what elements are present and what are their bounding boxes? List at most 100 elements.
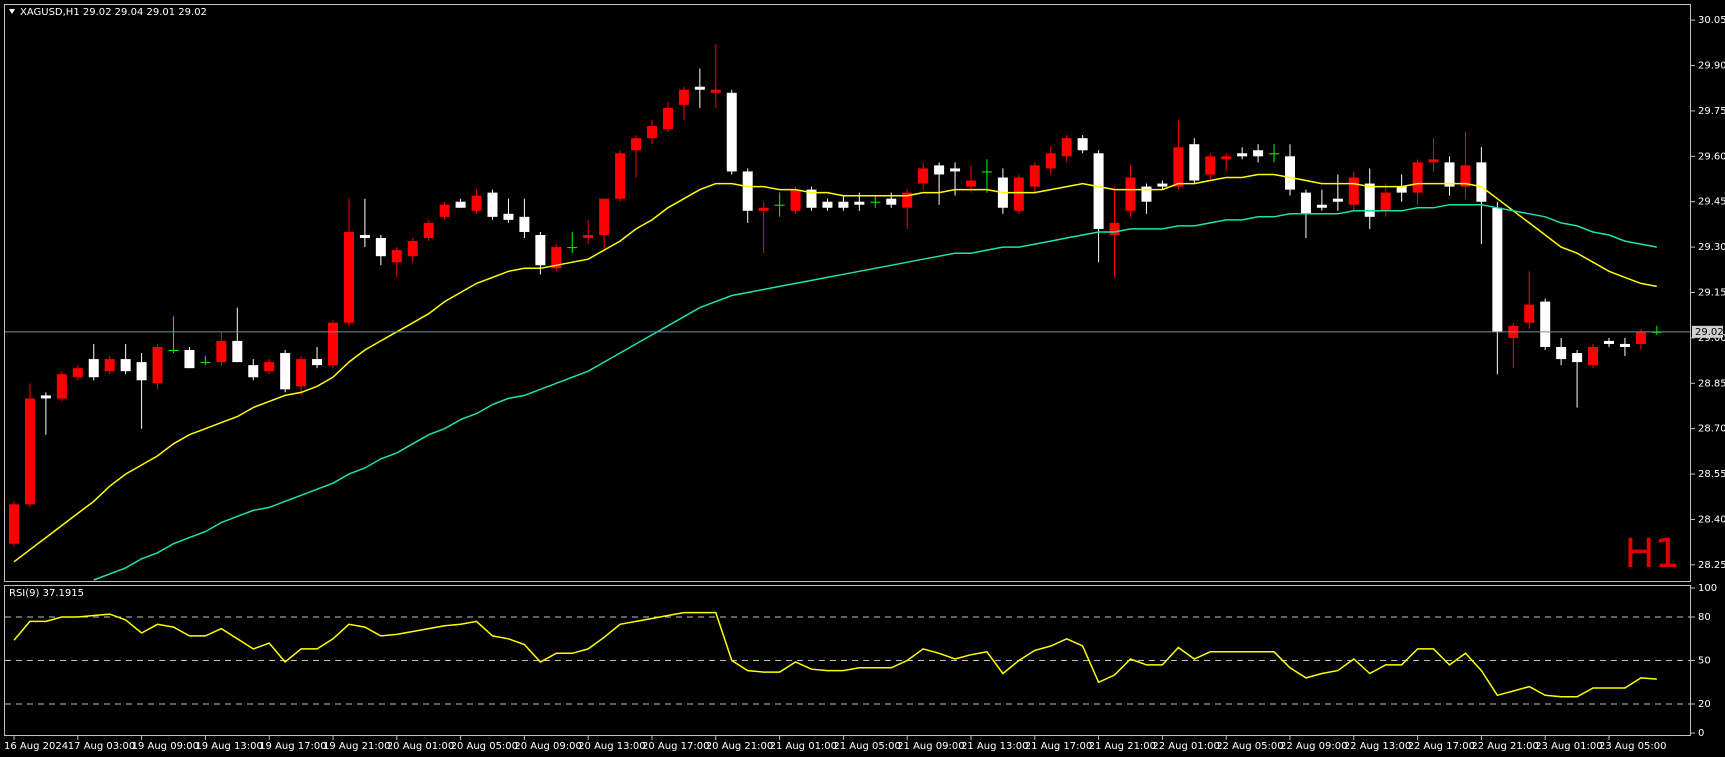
y-tick-label: 80 bbox=[1698, 612, 1711, 623]
candle-body bbox=[1189, 144, 1200, 181]
y-tick-label: 100 bbox=[1698, 583, 1717, 594]
y-tick-label: 29.00 bbox=[1698, 333, 1725, 344]
y-tick-label: 28.25 bbox=[1698, 560, 1725, 571]
candle-body bbox=[710, 89, 721, 93]
candle-body bbox=[1157, 183, 1168, 187]
x-tick-label: 22 Aug 17:00 bbox=[1408, 741, 1475, 752]
candle-body bbox=[264, 362, 275, 372]
candle-body bbox=[359, 235, 370, 239]
candle-body bbox=[343, 231, 354, 323]
candle-body bbox=[216, 340, 227, 363]
candle-body bbox=[1269, 153, 1280, 155]
y-tick-label: 28.40 bbox=[1698, 514, 1725, 525]
candle-body bbox=[886, 198, 897, 205]
candle-body bbox=[248, 365, 259, 378]
x-tick-label: 21 Aug 01:00 bbox=[770, 741, 837, 752]
candle-body bbox=[1460, 165, 1471, 187]
candle-body bbox=[1029, 165, 1040, 187]
candle-body bbox=[806, 189, 817, 208]
candle-body bbox=[790, 189, 801, 211]
y-tick-label: 0 bbox=[1698, 728, 1704, 739]
x-tick-label: 23 Aug 01:00 bbox=[1535, 741, 1602, 752]
candle-body bbox=[1221, 156, 1232, 160]
main-plot bbox=[5, 44, 1690, 581]
x-tick-label: 20 Aug 01:00 bbox=[387, 741, 454, 752]
candle-body bbox=[838, 201, 849, 208]
candle-body bbox=[104, 359, 115, 372]
x-tick-label: 20 Aug 13:00 bbox=[578, 741, 645, 752]
candle-body bbox=[934, 165, 945, 175]
candle-body bbox=[631, 138, 642, 151]
y-tick-label: 29.15 bbox=[1698, 288, 1725, 299]
x-tick-label: 21 Aug 13:00 bbox=[961, 741, 1028, 752]
moving-average-line bbox=[93, 203, 1657, 581]
candle-body bbox=[296, 359, 307, 387]
candle-body bbox=[1285, 156, 1295, 190]
candle-body bbox=[1476, 162, 1487, 202]
x-tick-label: 20 Aug 21:00 bbox=[706, 741, 773, 752]
candle-body bbox=[519, 216, 530, 232]
candle-body bbox=[439, 204, 450, 217]
candle-body bbox=[694, 86, 705, 90]
candle-body bbox=[280, 353, 291, 390]
candle-body bbox=[1604, 340, 1614, 344]
candle-body bbox=[471, 195, 482, 211]
candle-body bbox=[1061, 138, 1072, 157]
candle-body bbox=[950, 168, 961, 172]
candle-body bbox=[40, 395, 51, 399]
x-tick-label: 19 Aug 09:00 bbox=[132, 741, 199, 752]
x-tick-label: 21 Aug 21:00 bbox=[1089, 741, 1156, 752]
candle-body bbox=[774, 204, 785, 206]
candle-body bbox=[375, 238, 386, 257]
candle-body bbox=[72, 368, 83, 378]
axes: 28.25 28.40 28.55 28.70 28.85 29.00 29.15 29.30… bbox=[4, 15, 1725, 752]
candle-body bbox=[9, 504, 19, 544]
candle-body bbox=[1077, 138, 1088, 151]
candle-body bbox=[854, 201, 865, 205]
y-tick-label: 29.75 bbox=[1698, 106, 1725, 117]
candle-body bbox=[1300, 192, 1311, 214]
moving-average-line bbox=[13, 173, 1657, 563]
candle-body bbox=[1492, 207, 1503, 332]
x-tick-label: 19 Aug 21:00 bbox=[323, 741, 390, 752]
candle-body bbox=[56, 374, 67, 399]
candle-body bbox=[758, 207, 769, 211]
candle-body bbox=[487, 192, 498, 217]
rsi-plot bbox=[5, 611, 1690, 705]
candle-body bbox=[551, 247, 562, 269]
x-tick-label: 22 Aug 01:00 bbox=[1152, 741, 1219, 752]
last-price-label: 29.02 bbox=[1695, 327, 1724, 338]
candle-body bbox=[136, 362, 147, 381]
x-tick-label: 21 Aug 17:00 bbox=[1025, 741, 1092, 752]
y-tick-label: 30.05 bbox=[1698, 15, 1725, 26]
candle-body bbox=[120, 359, 131, 372]
candle-body bbox=[1173, 147, 1184, 187]
candle-body bbox=[455, 201, 466, 208]
x-tick-label: 20 Aug 09:00 bbox=[514, 741, 581, 752]
main-panel-frame bbox=[4, 4, 1691, 582]
candle-body bbox=[391, 250, 402, 263]
candle-body bbox=[822, 201, 833, 208]
candle-body bbox=[535, 235, 546, 266]
rsi-title: RSI(9) 37.1915 bbox=[9, 588, 84, 599]
candle-body bbox=[88, 359, 99, 378]
candle-body bbox=[1316, 204, 1327, 208]
candle-body bbox=[1572, 353, 1583, 363]
candle-body bbox=[870, 201, 881, 203]
x-tick-label: 21 Aug 09:00 bbox=[897, 741, 964, 752]
chart-title: XAGUSD,H1 29.02 29.04 29.01 29.02 bbox=[20, 7, 207, 18]
candle-body bbox=[1332, 198, 1343, 202]
candle-body bbox=[152, 346, 163, 384]
candle-body bbox=[726, 92, 737, 172]
candle-body bbox=[1588, 346, 1599, 366]
candle-body bbox=[567, 247, 578, 249]
candle-body bbox=[1093, 153, 1104, 229]
y-tick-label: 29.30 bbox=[1698, 242, 1725, 253]
watermark: H1 bbox=[1624, 531, 1680, 577]
candle-body bbox=[662, 107, 673, 130]
candle-body bbox=[1141, 186, 1152, 202]
candle-body bbox=[615, 153, 626, 199]
candle-body bbox=[1556, 346, 1567, 360]
rsi-panel-frame bbox=[4, 585, 1691, 736]
